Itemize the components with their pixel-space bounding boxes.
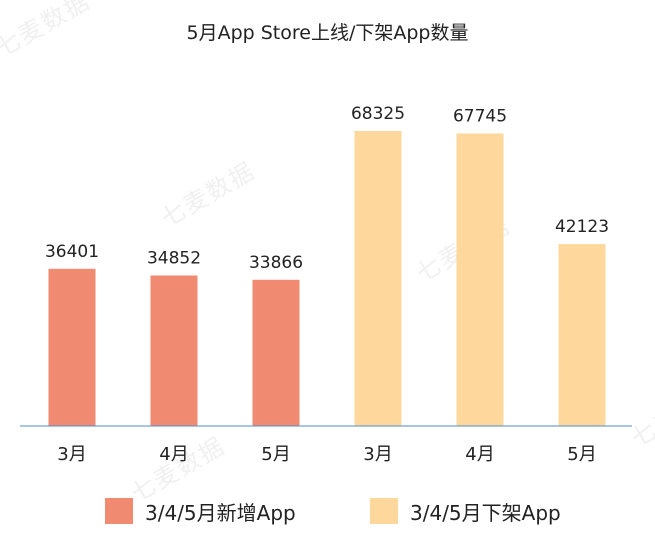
bar-3	[354, 131, 402, 426]
legend-label-removed: 3/4/5月下架App	[410, 500, 561, 525]
x-tick-label-4: 4月	[465, 444, 494, 465]
bar-0	[48, 268, 96, 426]
legend-swatch-removed	[370, 498, 398, 524]
x-tick-label-5: 5月	[567, 444, 596, 465]
legend-item-removed: 3/4/5月下架App	[370, 494, 561, 528]
x-tick-label-1: 4月	[159, 444, 188, 465]
legend-item-new: 3/4/5月新增App	[105, 494, 296, 528]
data-label-0: 36401	[45, 242, 99, 262]
legend: 3/4/5月新增App 3/4/5月下架App	[0, 494, 655, 528]
bar-4	[456, 133, 504, 426]
bar-5	[558, 244, 606, 426]
x-tick-label-3: 3月	[363, 444, 392, 465]
legend-swatch-new	[105, 498, 133, 524]
data-label-3: 68325	[351, 104, 405, 124]
data-label-1: 34852	[147, 249, 201, 269]
legend-label-new: 3/4/5月新增App	[145, 500, 296, 525]
data-label-4: 67745	[453, 107, 507, 127]
data-label-2: 33866	[249, 253, 303, 273]
chart-title: 5月App Store上线/下架App数量	[186, 22, 469, 44]
bar-1	[150, 275, 198, 426]
data-label-5: 42123	[555, 217, 609, 237]
x-tick-label-0: 3月	[57, 444, 86, 465]
x-tick-label-2: 5月	[261, 444, 290, 465]
bar-2	[252, 279, 300, 426]
